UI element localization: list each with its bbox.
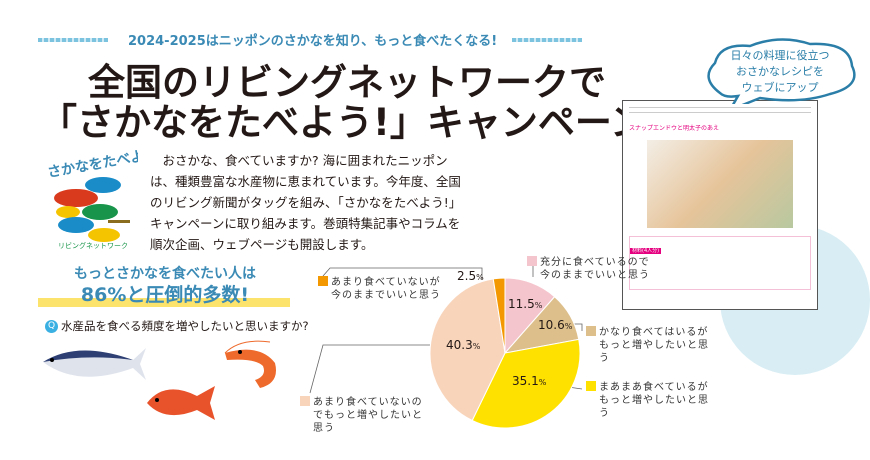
leader-line — [309, 344, 440, 394]
pie-slice — [492, 277, 506, 354]
tagline: 2024-2025はニッポンのさかなを知り、もっと食べたくなる! — [128, 34, 498, 49]
legend-swatch — [586, 326, 596, 336]
recipe-lead-text — [629, 107, 811, 117]
highlight-line1: もっとさかなを食べたい人は — [74, 266, 256, 282]
svg-text:リビングネットワーク: リビングネットワーク — [58, 241, 128, 250]
legend-text: あまり食べていないのでもっと増やしたいと思う — [313, 397, 423, 434]
wave-decoration — [38, 38, 108, 42]
legend-label: あまり食べていないのでもっと増やしたいと思う — [300, 396, 423, 435]
title-line2: 「さかなをたべよう!」キャンペーン — [40, 101, 648, 144]
recipe-photo — [647, 140, 793, 228]
legend-swatch — [300, 396, 310, 406]
legend-swatch — [318, 276, 328, 286]
recipe-web-screenshot: スナップエンドウと明太子のあえ 材料(4人分) — [622, 100, 818, 310]
campaign-logo: さかなをたべよう! リビングネットワーク — [46, 145, 138, 250]
highlight-line2: 86%と圧倒的多数! — [80, 284, 250, 306]
pie-value-label: 2.5% — [457, 269, 484, 283]
pie-value-label: 10.6% — [538, 318, 572, 332]
legend-label: かなり食べてはいるがもっと増やしたいと思う — [586, 326, 709, 365]
legend-text: 充分に食べているので今のままでいいと思う — [540, 257, 650, 281]
legend-label: あまり食べていないが今のままでいいと思う — [318, 276, 441, 302]
question: Q 水産品を食べる頻度を増やしたいと思いますか? — [45, 318, 309, 334]
legend-swatch — [586, 381, 596, 391]
legend-label: 充分に食べているので今のままでいいと思う — [527, 256, 650, 282]
sea-bream-illustration — [147, 386, 215, 420]
speech-bubble — [707, 38, 856, 104]
recipe-title: スナップエンドウと明太子のあえ — [629, 125, 720, 132]
pie-value: 10.6 — [538, 318, 565, 332]
legend-swatch — [527, 256, 537, 266]
question-text: 水産品を食べる頻度を増やしたいと思いますか? — [61, 319, 309, 333]
bubble-line: 日々の料理に役立つ — [730, 49, 830, 62]
legend-label: まあまあ食べているがもっと増やしたいと思う — [586, 381, 709, 420]
pie-value-label: 35.1% — [512, 374, 546, 388]
leader-line — [322, 267, 483, 279]
pie-unit: % — [472, 342, 481, 351]
wave-decoration — [512, 38, 582, 42]
ingredients-label: 材料(4人分) — [630, 248, 662, 254]
tuna-illustration — [43, 348, 146, 380]
pie-value: 35.1 — [512, 374, 539, 388]
intro-text: おさかな、食べていますか? 海に囲まれたニッポンは、種類豊富な水産物に恵まれてい… — [150, 153, 462, 252]
recipe-ingredients: 材料(4人分) — [629, 236, 811, 290]
highlight-bar — [38, 298, 290, 307]
pie-value: 2.5 — [457, 269, 477, 283]
shrimp-illustration — [224, 340, 276, 388]
bubble-line: ウェブにアップ — [741, 81, 819, 94]
pie-slice — [471, 338, 581, 429]
pie-unit: % — [538, 378, 547, 387]
pie-value-label: 40.3% — [446, 338, 480, 352]
pie-slice — [429, 278, 506, 422]
pie-unit: % — [476, 273, 484, 282]
legend-text: かなり食べてはいるがもっと増やしたいと思う — [599, 327, 709, 364]
pie-unit: % — [534, 301, 543, 310]
legend-text: まあまあ食べているがもっと増やしたいと思う — [599, 382, 709, 419]
question-badge: Q — [45, 319, 58, 333]
title-line1: 全国のリビングネットワークで — [88, 61, 606, 104]
pie-value-label: 11.5% — [508, 297, 542, 311]
bubble-line: おさかなレシピを — [736, 65, 824, 78]
bubble-text: 日々の料理に役立つ おさかなレシピを ウェブにアップ — [700, 48, 860, 96]
legend-text: あまり食べていないが今のままでいいと思う — [331, 277, 441, 301]
pie-value: 40.3 — [446, 338, 473, 352]
pie-unit: % — [564, 322, 573, 331]
pie-value: 11.5 — [508, 297, 535, 311]
